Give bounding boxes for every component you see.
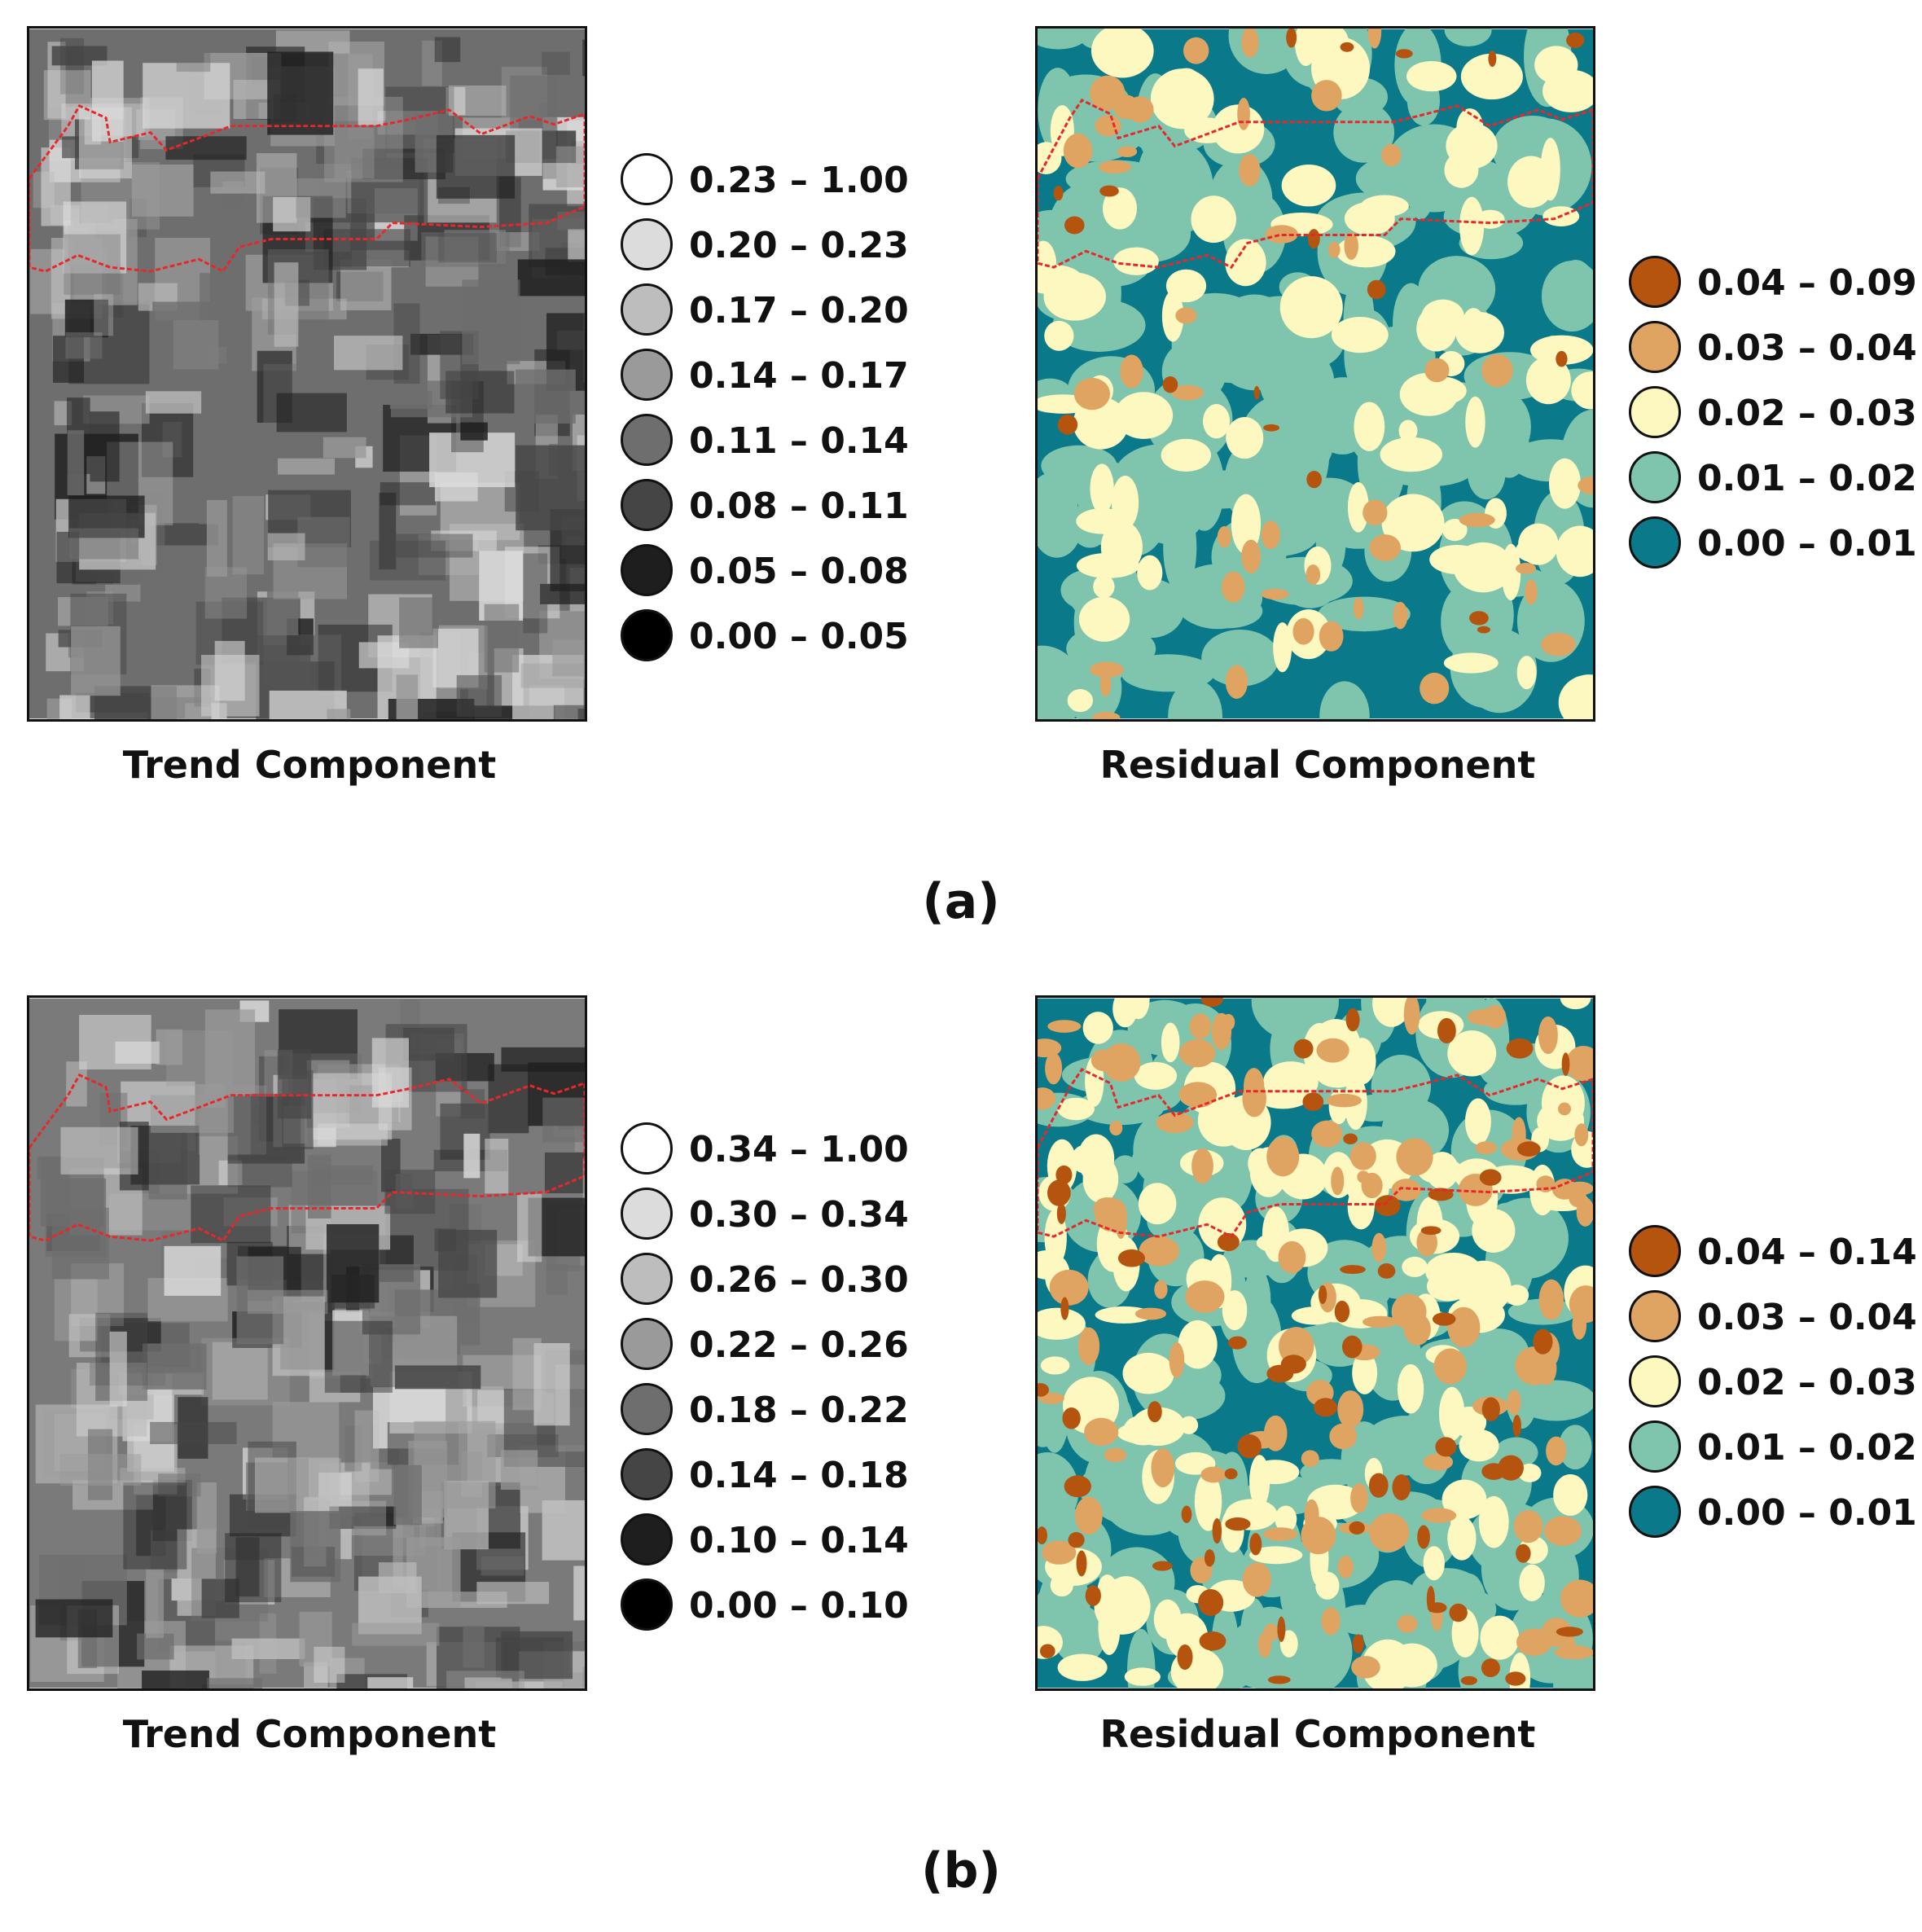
legend-label: 0.08 – 0.11	[689, 485, 909, 527]
legend-item: 0.11 – 0.14	[621, 414, 946, 471]
legend-label: 0.34 – 1.00	[689, 1129, 909, 1170]
legend-label: 0.11 – 0.14	[689, 420, 909, 462]
legend-item: 0.17 – 0.20	[621, 283, 946, 340]
residual-map-image	[1038, 998, 1593, 1688]
legend-item: 0.14 – 0.18	[621, 1448, 946, 1505]
legend-item: 0.10 – 0.14	[621, 1513, 946, 1570]
residual-map	[1035, 26, 1595, 722]
legend-item: 0.30 – 0.34	[621, 1188, 946, 1245]
legend-swatch	[1629, 1420, 1681, 1473]
legend-item: 0.26 – 0.30	[621, 1253, 946, 1310]
legend-swatch	[1629, 516, 1681, 569]
trend-map	[27, 26, 587, 722]
legend-label: 0.14 – 0.18	[689, 1455, 909, 1496]
legend-swatch	[621, 1188, 673, 1240]
legend-item: 0.04 – 0.14	[1629, 1225, 1922, 1282]
legend-swatch	[1629, 321, 1681, 373]
legend-item: 0.01 – 0.02	[1629, 1420, 1922, 1478]
legend-label: 0.00 – 0.01	[1697, 1492, 1917, 1534]
legend-item: 0.14 – 0.17	[621, 349, 946, 406]
legend-label: 0.17 – 0.20	[689, 290, 909, 332]
legend-item: 0.22 – 0.26	[621, 1318, 946, 1375]
legend-swatch	[621, 1122, 673, 1175]
trend-map	[27, 995, 587, 1691]
legend-item: 0.04 – 0.09	[1629, 256, 1922, 313]
legend-label: 0.02 – 0.03	[1697, 1362, 1917, 1403]
residual-map-image	[1038, 29, 1593, 719]
legend-label: 0.00 – 0.05	[689, 616, 909, 657]
legend-item: 0.05 – 0.08	[621, 544, 946, 601]
panel-b: 0.34 – 1.00 0.30 – 0.34 0.26 – 0.30 0.22 – …	[0, 969, 1922, 1932]
legend-label: 0.04 – 0.09	[1697, 262, 1917, 304]
legend-swatch	[1629, 1225, 1681, 1277]
trend-title: Trend Component	[122, 1712, 497, 1756]
legend-swatch	[621, 1513, 673, 1565]
panel-label: (b)	[921, 1842, 1001, 1899]
legend-swatch	[1629, 256, 1681, 308]
legend-swatch	[1629, 1290, 1681, 1342]
legend-item: 0.20 – 0.23	[621, 218, 946, 275]
legend-label: 0.01 – 0.02	[1697, 458, 1917, 499]
legend-label: 0.26 – 0.30	[689, 1259, 909, 1301]
legend-label: 0.10 – 0.14	[689, 1520, 909, 1561]
legend-label: 0.01 – 0.02	[1697, 1427, 1917, 1469]
legend-item: 0.00 – 0.05	[621, 609, 946, 666]
residual-map	[1035, 995, 1595, 1691]
legend-swatch	[621, 479, 673, 531]
residual-title: Residual Component	[1099, 743, 1536, 787]
legend-label: 0.04 – 0.14	[1697, 1232, 1917, 1273]
panel-a: 0.23 – 1.00 0.20 – 0.23 0.17 – 0.20 0.14 – …	[0, 0, 1922, 963]
legend-item: 0.02 – 0.03	[1629, 386, 1922, 443]
legend-swatch	[621, 1579, 673, 1631]
trend-title: Trend Component	[122, 743, 497, 787]
trend-map-image	[29, 998, 585, 1688]
legend-item: 0.03 – 0.04	[1629, 321, 1922, 378]
legend-item: 0.23 – 1.00	[621, 153, 946, 210]
legend-swatch	[1629, 386, 1681, 438]
legend-label: 0.23 – 1.00	[689, 160, 909, 201]
legend-swatch	[621, 1318, 673, 1370]
legend-swatch	[621, 1383, 673, 1435]
legend-item: 0.18 – 0.22	[621, 1383, 946, 1440]
legend-label: 0.14 – 0.17	[689, 355, 909, 397]
legend-label: 0.02 – 0.03	[1697, 393, 1917, 434]
legend-item: 0.08 – 0.11	[621, 479, 946, 536]
trend-map-image	[29, 29, 585, 719]
legend-label: 0.22 – 0.26	[689, 1324, 909, 1366]
legend-swatch	[1629, 451, 1681, 503]
legend-item: 0.01 – 0.02	[1629, 451, 1922, 508]
legend-swatch	[621, 153, 673, 205]
legend-swatch	[621, 1253, 673, 1305]
legend-item: 0.03 – 0.04	[1629, 1290, 1922, 1347]
legend-item: 0.00 – 0.10	[621, 1579, 946, 1636]
legend-swatch	[1629, 1486, 1681, 1538]
legend-item: 0.00 – 0.01	[1629, 1486, 1922, 1543]
legend-item: 0.02 – 0.03	[1629, 1355, 1922, 1412]
legend-swatch	[621, 283, 673, 336]
legend-label: 0.20 – 0.23	[689, 225, 909, 266]
legend-label: 0.00 – 0.10	[689, 1585, 909, 1627]
legend-label: 0.18 – 0.22	[689, 1390, 909, 1431]
legend-swatch	[621, 218, 673, 270]
legend-label: 0.00 – 0.01	[1697, 523, 1917, 564]
legend-swatch	[621, 544, 673, 596]
legend-swatch	[621, 414, 673, 466]
legend-label: 0.05 – 0.08	[689, 551, 909, 592]
legend-item: 0.00 – 0.01	[1629, 516, 1922, 573]
legend-label: 0.03 – 0.04	[1697, 1297, 1917, 1338]
legend-swatch	[621, 609, 673, 661]
legend-label: 0.30 – 0.34	[689, 1194, 909, 1236]
legend-swatch	[621, 349, 673, 401]
legend-swatch	[1629, 1355, 1681, 1407]
residual-title: Residual Component	[1099, 1712, 1536, 1756]
legend-item: 0.34 – 1.00	[621, 1122, 946, 1179]
legend-swatch	[621, 1448, 673, 1500]
panel-label: (a)	[922, 873, 1000, 930]
legend-label: 0.03 – 0.04	[1697, 327, 1917, 369]
